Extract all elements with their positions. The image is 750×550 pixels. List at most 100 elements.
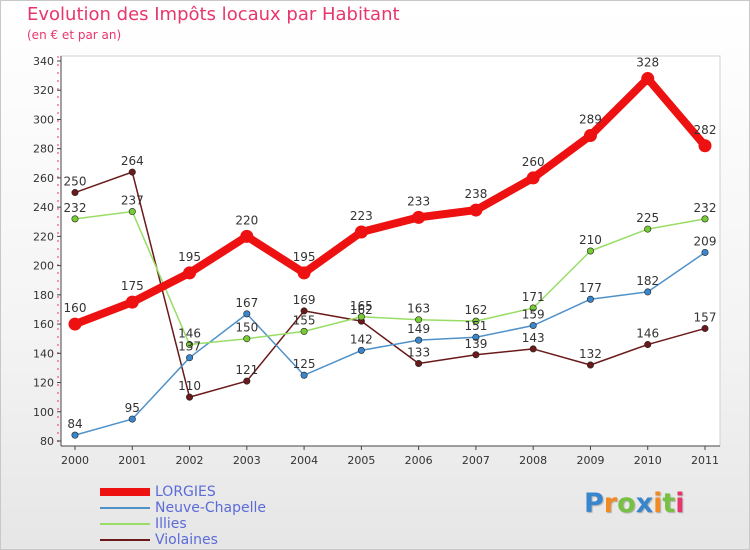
point-lorgies: [240, 229, 254, 243]
point-violaines: [128, 168, 136, 176]
point-illies: [186, 341, 194, 349]
y-tick-label: 80: [40, 435, 54, 448]
data-label-lorgies: 328: [636, 56, 659, 70]
legend-label-illies: Illies: [155, 516, 187, 532]
point-lorgies: [469, 203, 483, 217]
data-label-lorgies: 175: [121, 279, 144, 293]
y-tick-label: 260: [33, 172, 54, 185]
x-tick-label: 2006: [405, 454, 433, 467]
point-violaines: [701, 324, 709, 332]
point-violaines: [300, 307, 308, 315]
x-tick-label: 2011: [691, 454, 719, 467]
point-neuve-chapelle: [472, 333, 480, 341]
series-line-neuve-chapelle: [74, 251, 706, 436]
point-violaines: [415, 360, 423, 368]
x-tick-label: 2005: [347, 454, 375, 467]
y-tick-label: 140: [33, 347, 54, 360]
point-illies: [701, 215, 709, 223]
point-violaines: [472, 351, 480, 359]
y-tick-label: 320: [33, 84, 54, 97]
point-neuve-chapelle: [128, 415, 136, 423]
y-tick-label: 300: [33, 113, 54, 126]
data-label-neuve-chapelle: 177: [579, 281, 602, 295]
x-tick-label: 2001: [118, 454, 146, 467]
data-label-violaines: 162: [350, 303, 373, 317]
point-violaines: [644, 341, 652, 349]
legend-label-lorgies: LORGIES: [155, 484, 216, 500]
x-tick-label: 2003: [233, 454, 261, 467]
y-tick-label: 340: [33, 55, 54, 68]
point-illies: [644, 225, 652, 233]
point-violaines: [71, 189, 79, 197]
point-lorgies: [68, 317, 82, 331]
point-neuve-chapelle: [586, 295, 594, 303]
data-label-lorgies: 223: [350, 209, 373, 223]
point-illies: [472, 317, 480, 325]
point-violaines: [243, 377, 251, 385]
point-neuve-chapelle: [415, 336, 423, 344]
point-neuve-chapelle: [644, 288, 652, 296]
data-label-illies: 171: [522, 290, 545, 304]
x-tick-label: 2010: [634, 454, 662, 467]
point-neuve-chapelle: [186, 354, 194, 362]
y-tick-label: 280: [33, 143, 54, 156]
point-illies: [415, 316, 423, 324]
data-label-illies: 146: [178, 327, 201, 341]
y-tick-label: 100: [33, 406, 54, 419]
data-label-lorgies: 195: [178, 250, 201, 264]
data-label-neuve-chapelle: 84: [67, 417, 82, 431]
series-line-lorgies: [71, 74, 709, 329]
logo-letter: i: [675, 488, 685, 519]
logo-letter: r: [603, 488, 618, 519]
data-label-neuve-chapelle: 142: [350, 332, 373, 346]
plot-area: [60, 55, 721, 447]
point-lorgies: [583, 129, 597, 143]
legend-swatch-violaines: [100, 539, 150, 541]
y-tick-label: 220: [33, 230, 54, 243]
data-label-violaines: 169: [293, 293, 316, 307]
x-tick-label: 2008: [519, 454, 547, 467]
data-label-neuve-chapelle: 95: [125, 401, 140, 415]
point-illies: [529, 304, 537, 312]
data-label-neuve-chapelle: 182: [636, 274, 659, 288]
data-label-illies: 165: [350, 299, 373, 313]
data-label-violaines: 139: [464, 337, 487, 351]
point-violaines: [529, 345, 537, 353]
data-label-neuve-chapelle: 159: [522, 308, 545, 322]
chart-title: Evolution des Impôts locaux par Habitant: [27, 4, 400, 25]
point-neuve-chapelle: [529, 322, 537, 330]
logo-letter: P: [584, 488, 604, 519]
point-lorgies: [354, 225, 368, 239]
point-illies: [128, 208, 136, 216]
data-label-lorgies: 220: [235, 213, 258, 227]
data-label-violaines: 146: [636, 327, 659, 341]
point-neuve-chapelle: [300, 371, 308, 379]
point-violaines: [186, 393, 194, 401]
point-lorgies: [698, 139, 712, 153]
series-group: [68, 72, 712, 439]
data-label-illies: 150: [235, 321, 258, 335]
legend-swatch-illies: [100, 523, 150, 525]
y-tick-label: 200: [33, 260, 54, 273]
data-label-violaines: 157: [694, 310, 717, 324]
point-lorgies: [183, 266, 197, 280]
data-label-violaines: 264: [121, 154, 144, 168]
data-label-illies: 232: [694, 201, 717, 215]
x-tick-label: 2004: [290, 454, 318, 467]
data-label-neuve-chapelle: 151: [464, 319, 487, 333]
data-label-lorgies: 282: [694, 123, 717, 137]
x-tick-label: 2002: [176, 454, 204, 467]
data-label-violaines: 110: [178, 379, 201, 393]
point-lorgies: [641, 72, 655, 86]
point-illies: [586, 247, 594, 255]
data-label-neuve-chapelle: 137: [178, 340, 201, 354]
point-lorgies: [412, 210, 426, 224]
proxiti-logo: Proxiti: [584, 488, 685, 519]
legend-label-neuve-chapelle: Neuve-Chapelle: [155, 500, 267, 516]
point-lorgies: [526, 171, 540, 185]
y-tick-label: 180: [33, 289, 54, 302]
point-neuve-chapelle: [71, 431, 79, 439]
logo-letter: i: [653, 488, 663, 519]
point-neuve-chapelle: [701, 248, 709, 256]
